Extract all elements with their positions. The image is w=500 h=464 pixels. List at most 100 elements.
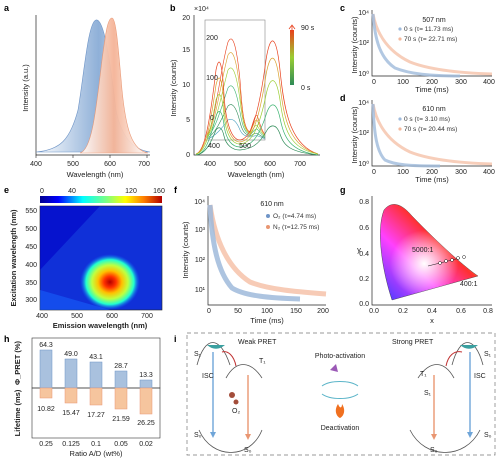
tick-label: 700	[141, 313, 153, 320]
panel-f: f 610 nm O₂ (τ=4.74 ms) N₂ (τ=12.75 ms) …	[174, 185, 329, 325]
cie-point	[456, 256, 460, 260]
panel-d-decays	[371, 103, 493, 168]
pret-bar	[114, 370, 128, 389]
tick-label: 120	[125, 188, 137, 195]
s1-well-left	[196, 342, 231, 366]
panel-c-label: c	[340, 3, 345, 13]
panel-c-decays	[371, 13, 493, 78]
panel-a-xticks: 400 500 600 700	[30, 155, 150, 168]
cie-point	[438, 261, 442, 265]
panel-d-yticks: 10⁰ 10² 10⁴	[358, 100, 369, 168]
arrow-head-icon	[467, 432, 473, 438]
arrow-head-icon	[210, 432, 216, 438]
panel-g-ylabel: y	[357, 245, 361, 254]
s1-well-right	[451, 342, 484, 366]
tick-label: 40	[68, 188, 76, 195]
tick-label: 200	[206, 35, 218, 42]
panel-c-title: 507 nm	[422, 17, 446, 24]
tick-label: 500	[67, 161, 79, 168]
data-label: 26.25	[137, 420, 155, 427]
isc-label: ISC	[202, 373, 214, 380]
time-bottom-label: 0 s	[301, 85, 311, 92]
ratio-annotation-bottom: 400:1	[460, 281, 478, 288]
tick-label: 0.8	[359, 199, 369, 206]
panel-b-ylabel: Intensity (counts)	[169, 59, 178, 117]
s0-well-left	[198, 429, 263, 453]
tick-label: 5	[186, 117, 190, 124]
panel-b-label: b	[170, 3, 176, 13]
panel-a-xlabel: Wavelength (nm)	[67, 170, 124, 179]
panel-d: d 610 nm 0 s (τ= 3.10 ms) 70 s (τ= 20.44…	[340, 93, 495, 184]
tick-label: 0	[186, 152, 190, 159]
pret-bar	[139, 379, 153, 389]
tick-label: 20	[182, 15, 190, 22]
panel-b-yticks: 0 5 10 15 20	[182, 15, 190, 159]
panel-f-axes	[207, 196, 326, 306]
cie-point	[450, 258, 454, 262]
time-colorbar	[290, 30, 294, 85]
tick-label: 100	[206, 75, 218, 82]
panel-a-ylabel: Intensity (a.u.)	[21, 64, 30, 112]
arrow-head-icon	[245, 434, 251, 440]
tick-label: 10²	[195, 257, 206, 264]
tick-label: 0.02	[139, 441, 153, 448]
panel-f-decays	[207, 204, 327, 302]
pret-bar	[39, 349, 53, 389]
panel-i: i S₁ T₁ S₀ ISC O₂ S₀ Weak PRET Photo-act…	[174, 332, 496, 456]
panel-b-curves	[195, 40, 319, 156]
tick-label: 0	[40, 188, 44, 195]
time-top-label: 90 s	[301, 25, 315, 32]
panel-b-multiplier: ×10⁴	[194, 6, 209, 13]
tick-label: 10¹	[195, 287, 206, 294]
tick-label: 700	[138, 161, 150, 168]
s0-label: S₀	[244, 447, 252, 454]
panel-h-xticks: 0.25 0.125 0.1 0.05 0.02	[39, 441, 153, 448]
legend-entry: 0 s (τ= 3.10 ms)	[404, 116, 450, 123]
panel-g-xticks: 0.0 0.2 0.4 0.6 0.8	[369, 308, 493, 315]
panel-e-yticks: 300 350 400 450 500 550	[25, 208, 37, 304]
panel-a: a 400 500 600 700 Wavelength (nm) Intens…	[4, 3, 151, 179]
panel-e-xticks: 400 500 600 700	[36, 313, 153, 320]
t1-label: T₁	[259, 358, 266, 365]
ratio-annotation-top: 5000:1	[412, 247, 434, 254]
t1-well-right	[417, 364, 455, 379]
o2-label: O₂	[232, 408, 240, 415]
panel-b-xlabel: Wavelength (nm)	[228, 170, 285, 179]
tick-label: 0.125	[62, 441, 80, 448]
tick-label: 10²	[359, 130, 370, 137]
data-label: 28.7	[114, 363, 128, 370]
panel-i-label: i	[174, 334, 177, 344]
panel-d-label: d	[340, 93, 346, 103]
panel-g-label: g	[340, 185, 346, 195]
tick-label: 0.0	[359, 301, 369, 308]
tick-label: 500	[239, 143, 251, 150]
tick-label: 0	[210, 115, 214, 122]
legend-entry: 70 s (τ= 20.44 ms)	[404, 126, 457, 133]
pret-values: 64.3 49.0 43.1 28.7 13.3	[39, 342, 153, 379]
tick-label: 0.2	[359, 276, 369, 283]
tick-label: 0	[372, 169, 376, 176]
s0-label: S₀	[430, 447, 438, 454]
tick-label: 10⁴	[194, 199, 205, 206]
lifetime-bar	[114, 387, 128, 410]
tick-label: 700	[294, 161, 306, 168]
tick-label: 150	[290, 308, 302, 315]
tick-label: 200	[317, 308, 329, 315]
cie-point	[462, 255, 466, 259]
panel-f-xticks: 0 50 100 150 200	[207, 308, 329, 315]
pret-bars	[39, 349, 153, 389]
tick-label: 0.6	[359, 225, 369, 232]
data-label: 43.1	[89, 354, 103, 361]
panel-e-xlabel: Emission wavelength (nm)	[53, 321, 148, 330]
tick-label: 10	[182, 82, 190, 89]
t1-label: T₁	[420, 371, 427, 378]
oxygen-molecule-icon	[233, 399, 239, 405]
tick-label: 0	[207, 308, 211, 315]
population-marker	[207, 345, 225, 349]
s0-label: S₀	[194, 432, 202, 439]
deactivation-label: Deactivation	[321, 425, 360, 432]
ratio-trend-line	[427, 257, 461, 267]
flame-icon	[335, 404, 345, 418]
lifetime-bar	[39, 387, 53, 399]
